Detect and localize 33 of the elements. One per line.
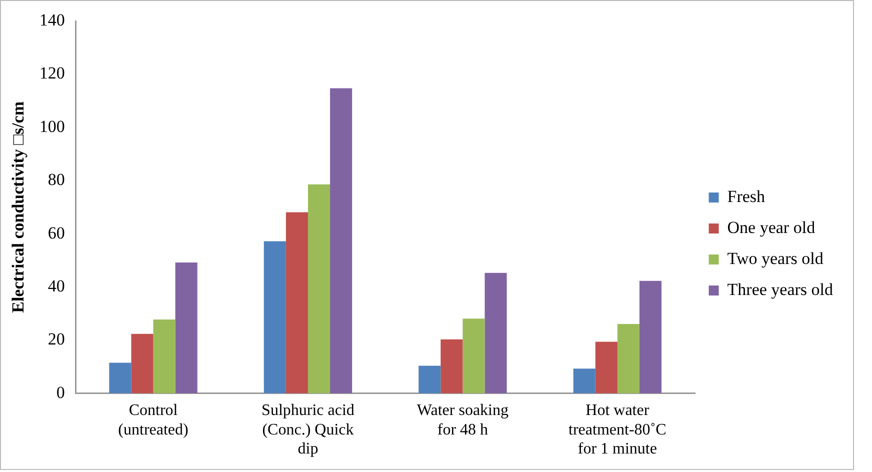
legend-label: Three years old — [727, 280, 834, 299]
bar — [131, 334, 154, 394]
y-tick-label: 20 — [48, 330, 65, 349]
legend-label: Two years old — [727, 248, 824, 268]
bar — [462, 318, 485, 394]
bar — [617, 324, 640, 394]
bar — [175, 262, 198, 394]
bar — [440, 339, 463, 394]
bar — [264, 241, 286, 394]
bar — [418, 366, 441, 394]
y-tick-label: 120 — [39, 64, 65, 83]
bar — [286, 212, 308, 394]
bar — [109, 362, 132, 394]
y-tick-label: 60 — [48, 223, 65, 242]
bar — [153, 319, 176, 394]
legend-label: One year old — [727, 218, 816, 237]
y-tick-label: 80 — [48, 170, 65, 190]
bar — [639, 280, 662, 394]
y-tick-label: 0 — [56, 382, 65, 402]
bar — [308, 184, 330, 394]
x-tick-label: Control (untreated) — [118, 402, 188, 438]
y-tick-label: 100 — [39, 116, 65, 136]
x-tick-label: Water soaking for 48 h — [416, 402, 508, 438]
x-tick-label: Hot water treatment-80˚C for 1 minute — [568, 402, 666, 458]
bar — [330, 88, 352, 394]
y-axis-title: Electrical conductivity □s/cm — [8, 102, 28, 313]
y-tick-label: 40 — [48, 276, 65, 296]
bar — [595, 342, 618, 394]
y-tick-label: 140 — [39, 10, 65, 30]
bar — [573, 368, 596, 394]
x-tick-label: Sulphuric acid (Conc.) Quick dip — [262, 402, 354, 458]
bar — [484, 272, 507, 394]
legend-label: Fresh — [727, 186, 766, 206]
